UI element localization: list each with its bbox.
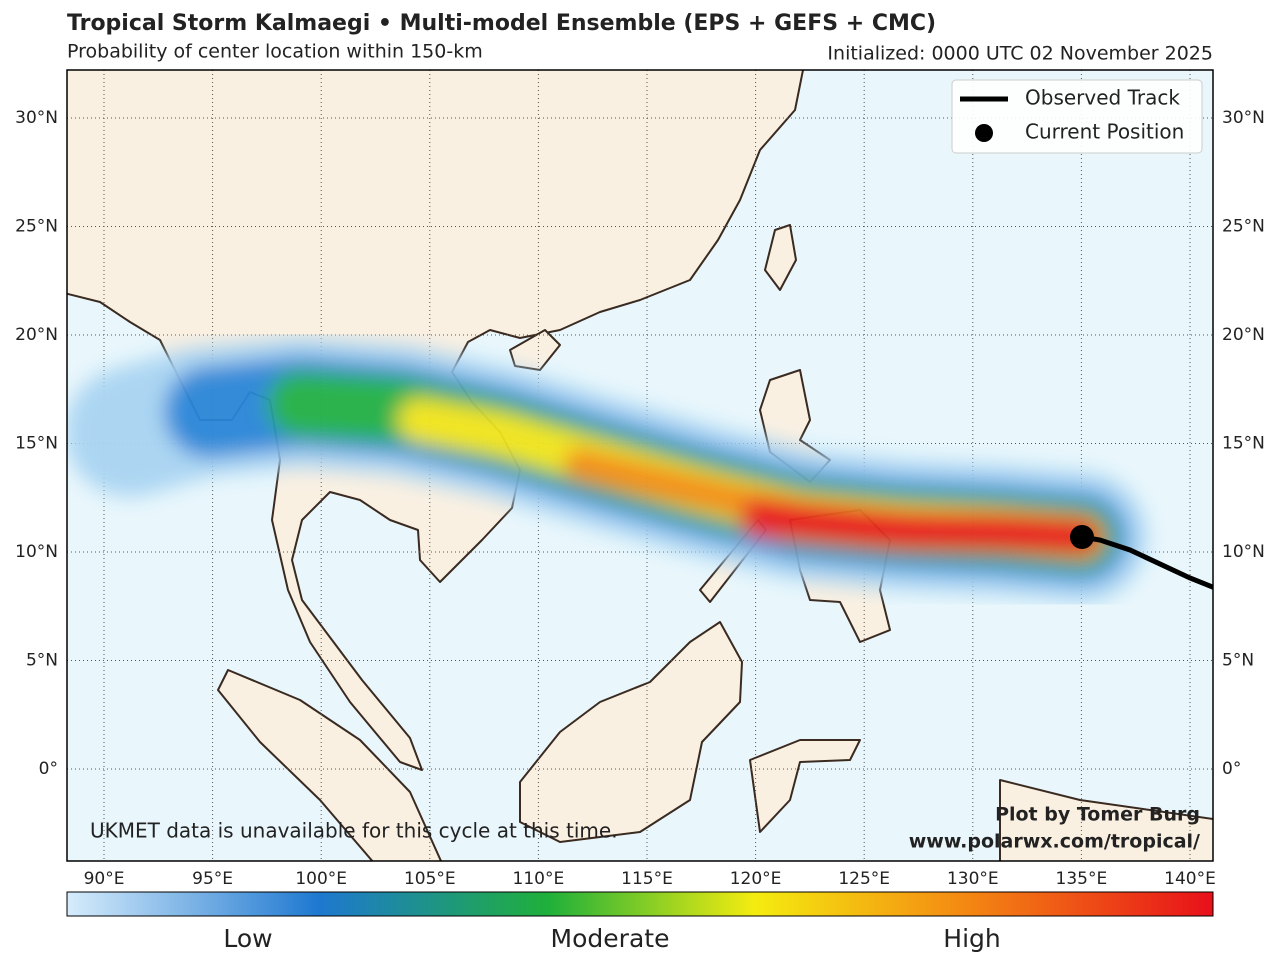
new-guinea: [999, 779, 1213, 861]
lon-label: 105°E: [404, 869, 456, 889]
lat-label-left: 15°N: [15, 434, 58, 454]
lon-label: 110°E: [513, 869, 565, 889]
lat-label-left: 5°N: [26, 651, 58, 671]
legend: Observed Track Current Position: [951, 79, 1203, 154]
lon-label: 135°E: [1056, 869, 1108, 889]
title: Tropical Storm Kalmaegi • Multi-model En…: [67, 11, 936, 36]
tick-labels: 30°N 30°N 25°N 25°N 20°N 20°N 15°N 15°N 10°N 10°N…: [15, 108, 1265, 889]
lon-label: 95°E: [192, 869, 233, 889]
lon-label: 100°E: [295, 869, 347, 889]
map-frame: [66, 69, 1214, 862]
lat-label-right: 15°N: [1222, 434, 1265, 454]
borneo: [519, 621, 743, 843]
legend-box: [951, 79, 1203, 154]
colorbar-label: High: [943, 924, 1000, 953]
lon-label: 115°E: [621, 869, 673, 889]
legend-label: Observed Track: [1025, 86, 1180, 110]
colorbar: [66, 891, 1214, 917]
lon-label: 120°E: [730, 869, 782, 889]
colorbar-label: Moderate: [551, 924, 670, 953]
lon-label: 125°E: [838, 869, 890, 889]
init-time: Initialized: 0000 UTC 02 November 2025: [827, 43, 1213, 65]
taiwan: [764, 224, 797, 291]
lon-label: 140°E: [1164, 869, 1216, 889]
subtitle: Probability of center location within 15…: [67, 41, 483, 63]
probability-swath: [67, 337, 1147, 602]
lat-label-left: 0°: [39, 759, 58, 779]
observed-track: [1081, 534, 1213, 590]
hainan: [509, 329, 561, 371]
legend-dot: [975, 124, 993, 142]
credit: Plot by Tomer Burg: [995, 804, 1200, 826]
current-position: [1070, 525, 1094, 549]
lat-label-right: 10°N: [1222, 542, 1265, 562]
lat-label-left: 30°N: [15, 108, 58, 128]
lon-label: 130°E: [947, 869, 999, 889]
sumatra: [217, 669, 443, 861]
map: [67, 70, 1213, 861]
sulawesi: [749, 739, 861, 833]
lon-label: 90°E: [84, 869, 125, 889]
legend-label: Current Position: [1025, 120, 1184, 144]
lat-label-left: 25°N: [15, 217, 58, 237]
lat-label-right: 20°N: [1222, 325, 1265, 345]
url: www.polarwx.com/tropical/: [909, 831, 1200, 853]
lat-label-left: 20°N: [15, 325, 58, 345]
lat-label-right: 25°N: [1222, 217, 1265, 237]
ukmet-note: UKMET data is unavailable for this cycle…: [90, 819, 618, 843]
lat-label-left: 10°N: [15, 542, 58, 562]
lat-label-right: 30°N: [1222, 108, 1265, 128]
colorbar-label: Low: [223, 924, 272, 953]
lat-label-right: 5°N: [1222, 651, 1254, 671]
lat-label-right: 0°: [1222, 759, 1241, 779]
